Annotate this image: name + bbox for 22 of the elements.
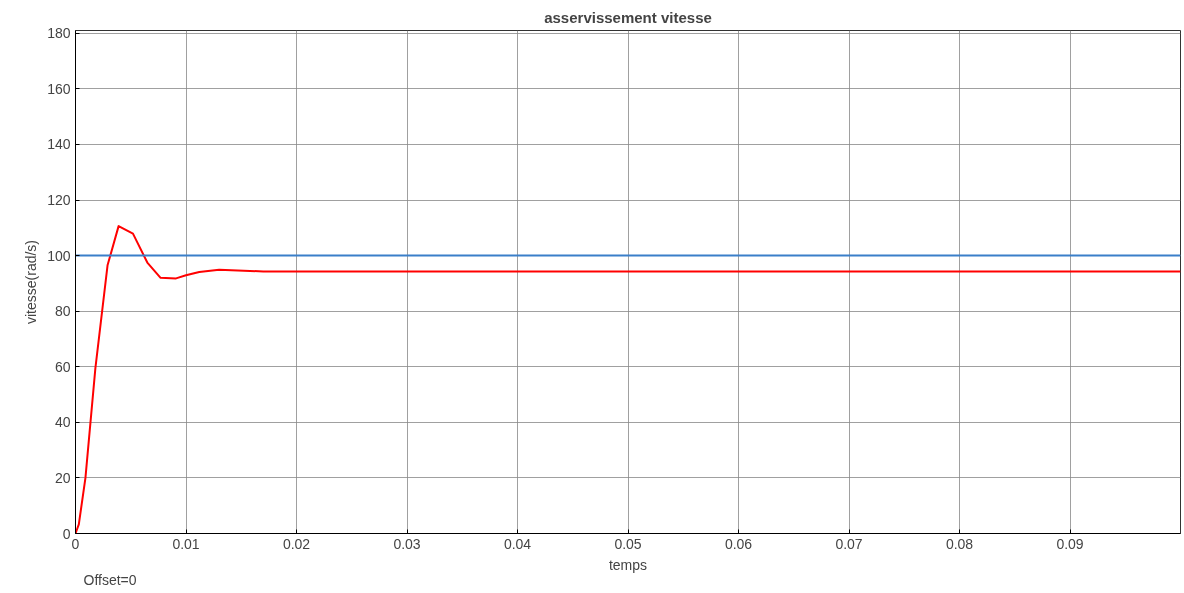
y-tick-label: 60 [54, 358, 71, 375]
x-tick-label: 0.02 [282, 535, 311, 552]
x-tick-label: 0.07 [835, 535, 863, 552]
x-tick-label: 0.04 [503, 535, 532, 552]
y-tick-label: 180 [47, 25, 71, 42]
y-axis-title: vitesse(rad/s) [23, 239, 40, 325]
y-tick-label: 40 [54, 414, 71, 431]
y-tick-label: 100 [47, 247, 71, 264]
x-tick-label: 0.05 [614, 535, 642, 552]
y-tick-label: 120 [47, 192, 71, 209]
y-tick-label: 20 [54, 469, 71, 486]
x-tick-label: 0.08 [945, 535, 974, 552]
y-tick-label: 160 [47, 80, 71, 97]
x-axis-title: temps [608, 556, 648, 573]
y-tick-label: 80 [54, 303, 71, 320]
x-tick-label: 0.06 [724, 535, 753, 552]
x-tick-label: 0.03 [393, 535, 421, 552]
chart-title: asservissement vitesse [544, 8, 712, 26]
y-tick-label: 140 [47, 136, 71, 153]
text: Offset=0 [83, 571, 137, 588]
x-tick-label: 0.01 [172, 535, 200, 552]
x-tick-label: 0.09 [1056, 535, 1084, 552]
